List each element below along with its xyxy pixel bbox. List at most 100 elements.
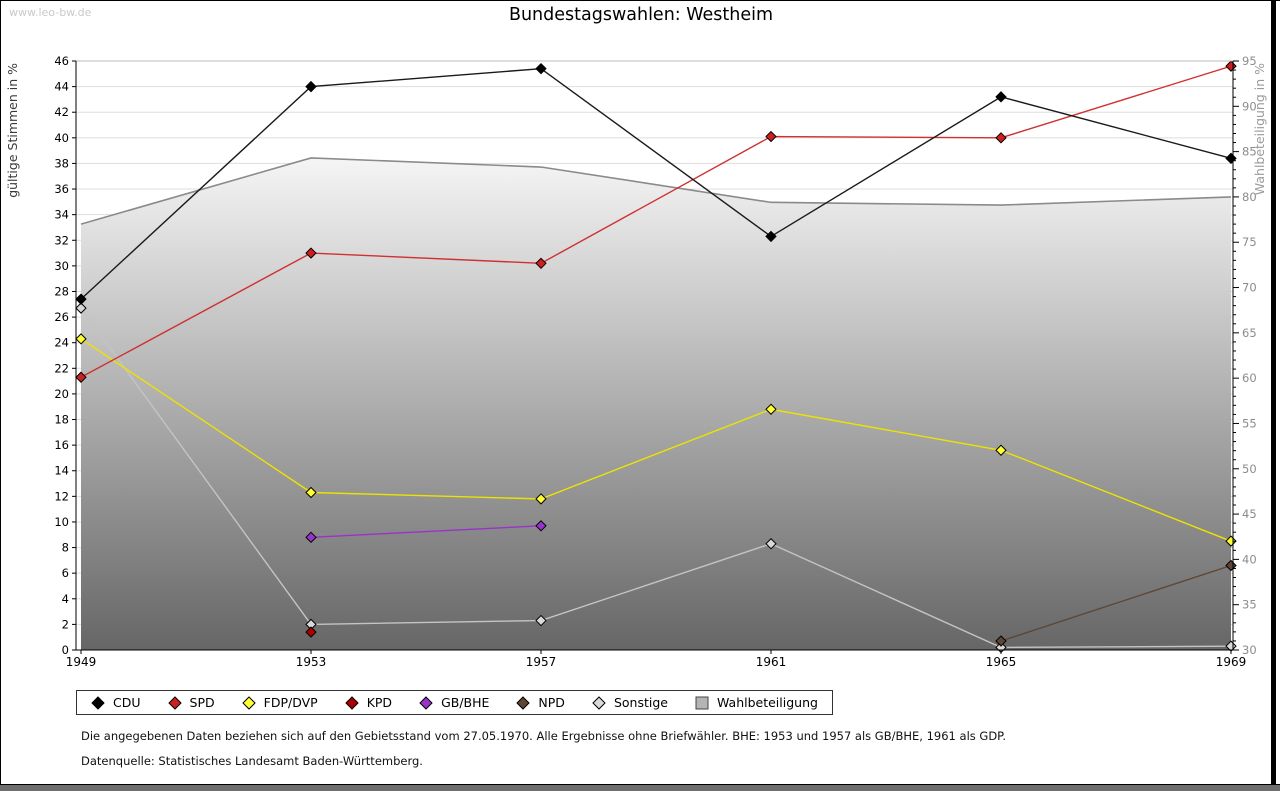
legend-diamond-icon	[344, 695, 359, 710]
legend-item-gb-bhe: GB/BHE	[419, 695, 489, 710]
window-bottom-border	[0, 784, 1280, 785]
svg-text:46: 46	[54, 54, 69, 68]
right-axis-title: Wahlbeteiligung in %	[1252, 63, 1267, 195]
svg-text:44: 44	[54, 80, 69, 94]
svg-text:60: 60	[1242, 371, 1257, 385]
svg-text:2: 2	[62, 617, 69, 631]
data-point	[75, 302, 87, 314]
chart-legend: CDU SPD FDP/DVP KPD GB/BHE NPD Sonstige Wahlbet…	[76, 690, 833, 715]
legend-square-icon	[695, 696, 709, 709]
legend-label: SPD	[189, 695, 215, 710]
data-point	[305, 80, 317, 93]
legend-diamond-icon	[516, 695, 531, 710]
svg-text:28: 28	[54, 284, 69, 298]
series-kpd	[305, 626, 317, 638]
svg-text:1969: 1969	[1216, 655, 1247, 669]
svg-text:80: 80	[1242, 190, 1257, 204]
svg-text:38: 38	[54, 156, 69, 170]
legend-item-sonstige: Sonstige	[592, 695, 668, 710]
axes: 0246810121416182022242628303234363840424…	[54, 54, 1256, 669]
svg-text:50: 50	[1242, 462, 1257, 476]
legend-item-npd: NPD	[516, 695, 565, 710]
data-point	[305, 626, 317, 638]
data-point	[995, 132, 1007, 144]
series-npd	[995, 559, 1237, 647]
data-point	[995, 91, 1007, 103]
svg-text:1961: 1961	[756, 655, 787, 669]
legend-diamond-icon	[241, 695, 256, 710]
svg-text:35: 35	[1242, 598, 1257, 612]
svg-text:4: 4	[62, 592, 69, 606]
legend-label: Sonstige	[613, 695, 668, 710]
leo-bw-watermark: www.leo-bw.de	[9, 6, 92, 19]
data-point	[305, 531, 317, 544]
svg-text:55: 55	[1242, 416, 1257, 430]
svg-text:34: 34	[54, 208, 69, 222]
svg-text:16: 16	[54, 438, 69, 452]
legend-label: NPD	[538, 695, 565, 710]
legend-item-wahlbeteiligung: Wahlbeteiligung	[695, 695, 818, 710]
svg-text:40: 40	[54, 131, 69, 145]
svg-text:20: 20	[54, 387, 69, 401]
election-results-chart: 0246810121416182022242628303234363840424…	[5, 54, 1267, 669]
legend-label: KPD	[366, 695, 393, 710]
data-point	[535, 257, 547, 270]
svg-text:30: 30	[1242, 643, 1257, 657]
series-cdu	[75, 62, 1237, 305]
data-point	[535, 520, 547, 532]
legend-label: GB/BHE	[441, 695, 490, 710]
svg-text:0: 0	[62, 643, 69, 657]
svg-text:90: 90	[1242, 99, 1257, 113]
legend-diamond-icon	[91, 695, 105, 710]
chart-title: Bundestagswahlen: Westheim	[508, 5, 774, 25]
svg-text:36: 36	[54, 182, 69, 196]
data-point	[1225, 152, 1237, 165]
svg-text:42: 42	[54, 105, 69, 119]
svg-text:14: 14	[54, 464, 69, 478]
legend-label: Wahlbeteiligung	[716, 695, 818, 710]
series-spd	[75, 60, 1237, 383]
svg-text:12: 12	[54, 489, 69, 503]
series-fdp-dvp	[75, 333, 1237, 547]
svg-text:30: 30	[54, 259, 69, 273]
svg-text:18: 18	[54, 413, 69, 427]
svg-text:6: 6	[62, 566, 69, 580]
left-axis-title: gültige Stimmen in %	[5, 63, 20, 198]
svg-text:26: 26	[54, 310, 69, 324]
data-point	[765, 403, 777, 415]
data-point	[535, 614, 547, 627]
svg-text:24: 24	[54, 336, 69, 350]
svg-text:45: 45	[1242, 507, 1257, 521]
data-point	[765, 230, 777, 243]
data-point	[995, 444, 1007, 456]
data-point	[995, 635, 1007, 647]
footnote-data-note: Die angegebenen Daten beziehen sich auf …	[81, 729, 1006, 743]
data-point	[535, 62, 547, 75]
legend-label: CDU	[113, 695, 141, 710]
legend-item-fdp-dvp: FDP/DVP	[241, 695, 318, 710]
data-point	[75, 333, 87, 345]
svg-text:1965: 1965	[986, 655, 1017, 669]
data-point	[765, 538, 777, 550]
svg-text:75: 75	[1242, 235, 1257, 249]
svg-text:8: 8	[62, 541, 69, 555]
legend-diamond-icon	[167, 695, 182, 710]
data-point	[305, 486, 317, 499]
legend-diamond-icon	[419, 695, 433, 710]
svg-text:1949: 1949	[66, 655, 97, 669]
svg-text:10: 10	[54, 515, 69, 529]
data-point	[75, 293, 87, 305]
legend-item-kpd: KPD	[344, 695, 393, 710]
legend-item-spd: SPD	[167, 695, 215, 710]
data-point	[765, 130, 777, 143]
legend-item-cdu: CDU	[91, 695, 141, 710]
window-right-border	[1271, 0, 1276, 784]
svg-text:65: 65	[1242, 326, 1257, 340]
svg-text:85: 85	[1242, 145, 1257, 159]
svg-text:70: 70	[1242, 281, 1257, 295]
legend-diamond-icon	[592, 695, 606, 710]
data-point	[75, 371, 87, 383]
data-point	[305, 247, 317, 259]
series-wahlbeteiligung-area	[80, 157, 1232, 650]
